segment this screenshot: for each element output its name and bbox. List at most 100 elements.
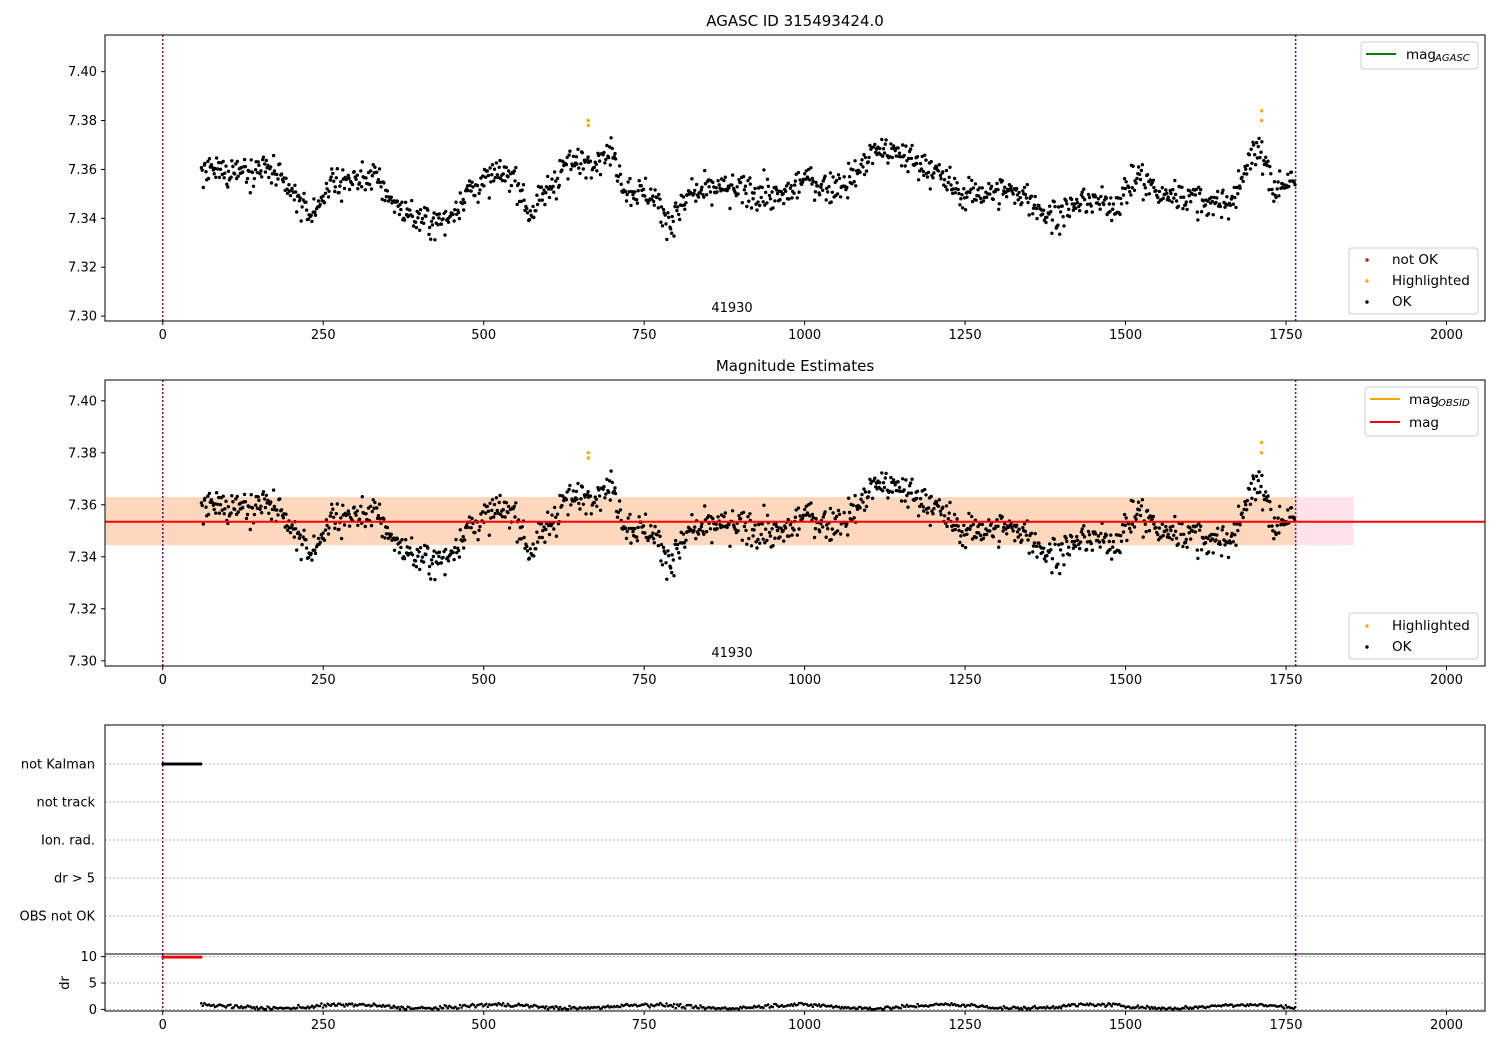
ok-point <box>905 493 909 498</box>
ok-point <box>906 491 911 495</box>
ok-point <box>528 209 532 213</box>
ok-point <box>1258 490 1262 494</box>
ok-point <box>931 176 935 180</box>
ok-point <box>325 187 329 191</box>
ok-point <box>379 185 383 189</box>
ok-point <box>704 193 709 197</box>
ok-point <box>1274 532 1278 537</box>
legend-label-mag-obsid: mag <box>1409 392 1439 408</box>
ok-point <box>281 180 286 184</box>
ok-point <box>858 170 862 174</box>
ok-point <box>728 544 732 548</box>
ok-point <box>537 535 542 540</box>
ok-point <box>1027 213 1031 217</box>
ok-point <box>410 536 414 540</box>
ok-point <box>813 190 818 194</box>
ok-point <box>535 540 540 544</box>
ok-point <box>1194 187 1199 191</box>
ok-point <box>977 194 981 198</box>
ok-point <box>347 187 352 192</box>
ok-point <box>1086 192 1091 197</box>
dr-point <box>387 1004 391 1007</box>
dr-point <box>397 1005 400 1009</box>
ok-point <box>547 532 552 537</box>
ok-point <box>752 191 756 195</box>
ok-point <box>1037 541 1041 545</box>
ok-point <box>571 154 576 158</box>
ok-point <box>666 211 670 215</box>
dr-point <box>830 1004 833 1007</box>
y-tick-label: 7.40 <box>68 65 97 80</box>
ok-point <box>575 497 579 501</box>
ok-point <box>504 165 508 170</box>
ok-point <box>392 548 397 552</box>
dr-x-axis: 0 250 500 750 1000 1250 1500 1750 2000 <box>159 1011 1463 1033</box>
dr-point <box>810 1003 813 1006</box>
ok-point <box>249 493 253 497</box>
ok-point <box>955 181 959 185</box>
dr-point <box>679 1002 682 1006</box>
ok-point <box>360 160 364 164</box>
ok-point <box>910 477 914 481</box>
ok-point <box>1265 498 1269 503</box>
ok-point <box>670 214 674 219</box>
ok-point <box>574 155 579 159</box>
ok-point <box>437 554 441 559</box>
ok-point <box>813 526 818 531</box>
ok-point <box>364 512 368 516</box>
ok-point <box>1026 200 1030 205</box>
ok-point <box>1234 205 1238 210</box>
ok-point <box>327 189 331 193</box>
ok-point <box>546 510 550 514</box>
ok-point <box>468 183 472 188</box>
ok-point <box>1269 172 1273 176</box>
ok-point <box>422 560 426 564</box>
dr-point <box>1105 1003 1109 1007</box>
ok-point <box>1075 534 1079 539</box>
ok-point <box>318 202 322 207</box>
ok-point <box>1266 159 1270 163</box>
estimates-obsid-annotation: 41930 <box>711 646 752 661</box>
ok-point <box>206 176 211 181</box>
ok-point <box>1049 210 1053 214</box>
ok-point <box>244 180 249 184</box>
ok-point <box>543 202 547 207</box>
dr-point <box>458 1003 462 1007</box>
ok-point <box>384 195 389 199</box>
ok-point <box>774 522 778 526</box>
dr-point <box>350 1002 354 1005</box>
ok-point <box>1254 141 1259 145</box>
ok-point <box>1129 193 1133 197</box>
ok-point <box>727 522 731 527</box>
ok-point <box>945 188 949 192</box>
ok-point <box>377 167 382 171</box>
ok-point <box>384 532 389 536</box>
dr-point <box>1073 1003 1076 1006</box>
ok-point <box>768 534 773 538</box>
dr-point <box>817 1003 821 1006</box>
agasc-panel: AGASC ID 315493424.0 0 250 500 750 1000 1250 1… <box>68 12 1486 343</box>
ok-point <box>631 529 635 534</box>
ok-point <box>363 188 367 192</box>
ok-point <box>1139 168 1144 173</box>
ok-point <box>487 533 491 537</box>
ok-point <box>753 523 757 527</box>
y-tick-label: 7.32 <box>68 602 97 617</box>
ok-point <box>446 220 451 224</box>
ok-point <box>1151 514 1156 519</box>
ok-point <box>466 188 470 193</box>
ok-point <box>1229 197 1234 201</box>
ok-point <box>723 175 727 179</box>
ok-point <box>326 532 331 536</box>
dr-point <box>270 1007 274 1011</box>
ok-point <box>831 175 835 179</box>
ok-point <box>470 516 474 521</box>
agasc-y-axis: 7.307.327.347.367.387.40 <box>68 65 105 325</box>
ok-point <box>203 161 207 166</box>
ok-point <box>612 489 616 493</box>
ok-point <box>1104 196 1109 200</box>
ok-point <box>242 157 247 162</box>
dr-point <box>1182 1006 1186 1010</box>
ok-point <box>617 164 622 168</box>
